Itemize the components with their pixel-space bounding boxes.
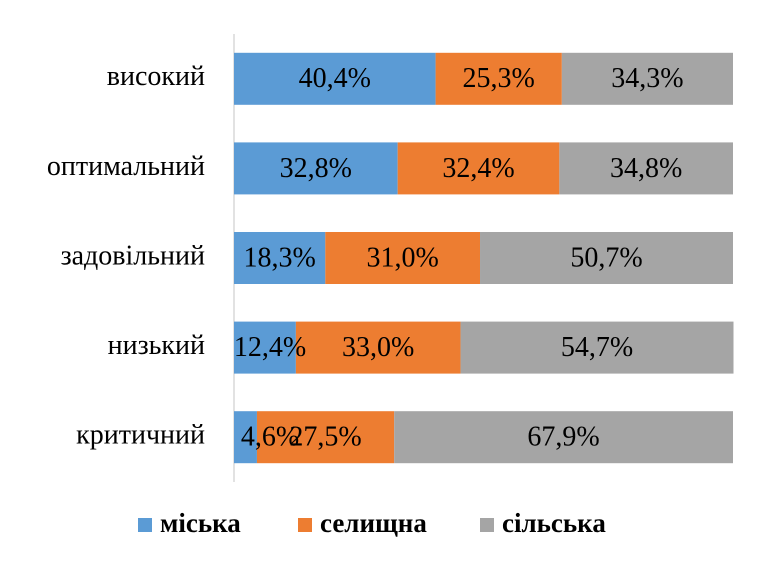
category-label: оптимальний [47,151,205,182]
bar-segment [561,52,733,105]
bar-segment [256,411,395,464]
data-label: 4,6% [241,422,299,453]
bar-segment [234,411,257,464]
category-label: високий [107,61,205,92]
category-label: низький [108,330,205,361]
bar-segment [460,321,734,374]
data-label: 32,4% [442,153,514,184]
legend-label: селищна [320,508,427,538]
data-label: 34,3% [611,63,683,94]
bar-segment [435,52,562,105]
data-label: 18,3% [243,242,315,273]
legend-swatch [138,518,152,532]
data-label: 27,5% [289,422,361,453]
data-label: 25,3% [463,63,535,94]
data-label: 67,9% [527,422,599,453]
bar-segment [397,142,560,195]
bar-segment [234,52,436,105]
legend-label: міська [160,508,241,538]
data-label: 33,0% [342,332,414,363]
data-label: 12,4% [234,332,306,363]
bar-segment [234,142,398,195]
legend-swatch [298,518,312,532]
data-label: 34,8% [610,153,682,184]
bar-segment [559,142,733,195]
bar-segment [480,232,733,284]
data-label: 40,4% [299,63,371,94]
legend-label: сільська [502,508,606,538]
bar-segment [234,232,326,284]
bar-segment [325,232,481,284]
bar-segment [394,411,733,464]
data-label: 54,7% [561,332,633,363]
legend-swatch [480,518,494,532]
data-label: 32,8% [280,153,352,184]
category-label: задовільний [61,240,205,271]
data-label: 31,0% [366,242,438,273]
category-label: критичний [76,420,205,451]
bar-segment [295,321,461,374]
data-label: 50,7% [570,242,642,273]
bar-segment [234,321,296,374]
